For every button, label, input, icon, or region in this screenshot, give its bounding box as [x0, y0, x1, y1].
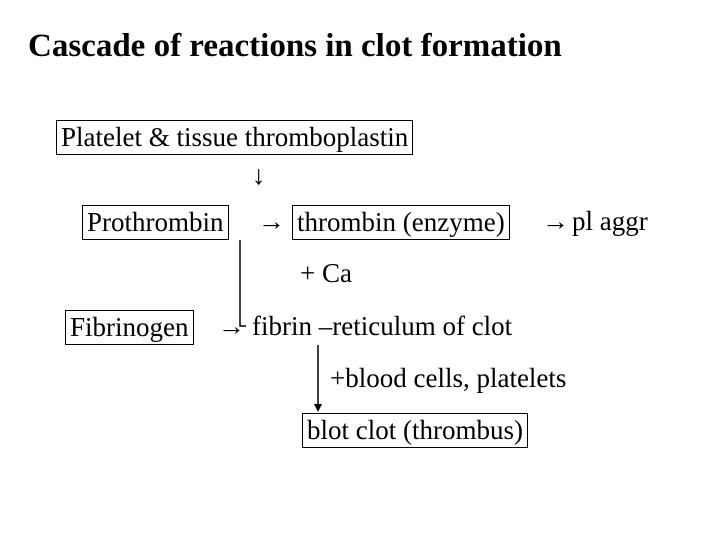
node-plus-ca: + Ca: [300, 258, 352, 289]
node-prothrombin: Prothrombin: [82, 205, 229, 240]
arrow-right-1: →: [258, 206, 285, 237]
node-thrombin: thrombin (enzyme): [292, 205, 510, 240]
node-fibrinogen: Fibrinogen: [65, 310, 194, 345]
node-pl-aggr: pl aggr: [572, 206, 648, 237]
diagram-title: Cascade of reactions in clot formation: [28, 28, 562, 65]
arrow-right-3: →: [218, 311, 245, 342]
node-blot-clot: blot clot (thrombus): [302, 413, 528, 448]
node-fibrin: fibrin –reticulum of clot: [252, 311, 512, 342]
arrow-right-2: →: [542, 206, 569, 237]
arrow-down-1: ↓: [252, 160, 266, 191]
connector-lines: [0, 0, 720, 540]
node-thromboplastin: Platelet & tissue thromboplastin: [56, 120, 413, 155]
node-plus-blood: +blood cells, platelets: [330, 363, 566, 394]
